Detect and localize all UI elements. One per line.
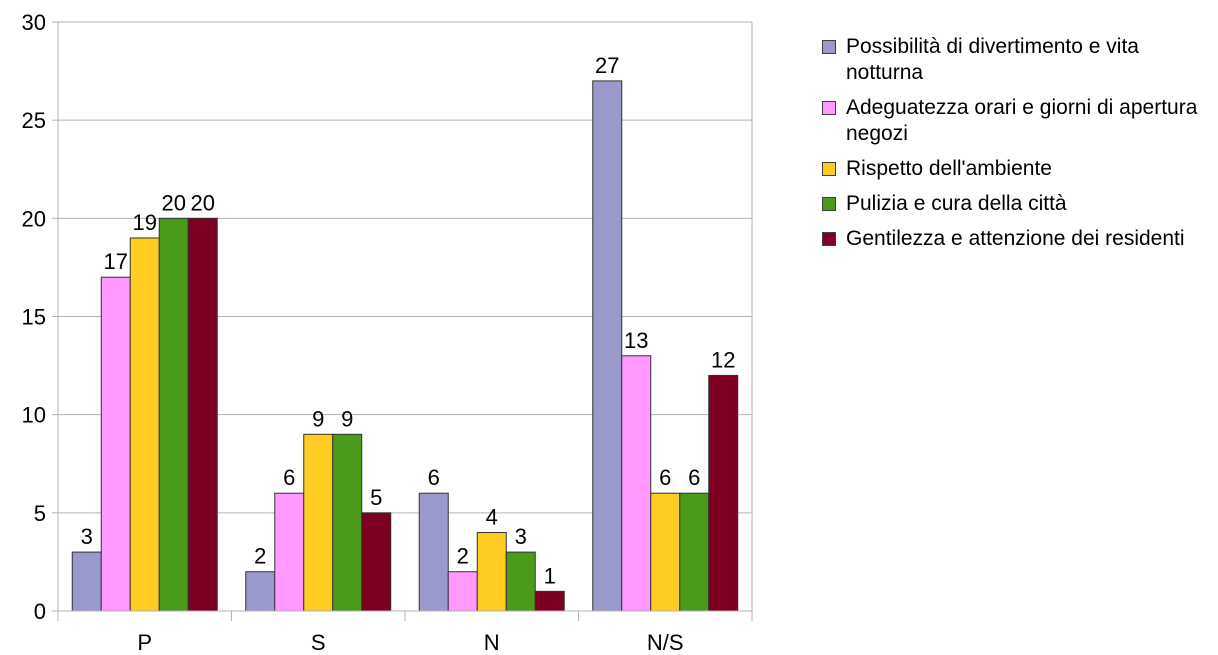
legend-item: Pulizia e cura della città (822, 191, 1214, 217)
data-label: 3 (81, 524, 93, 549)
x-tick-label: P (137, 630, 152, 655)
legend-item: Adeguatezza orari e giorni di apertura n… (822, 95, 1214, 147)
x-tick-label: S (311, 630, 326, 655)
bar (100, 276, 131, 612)
bar (534, 590, 565, 612)
data-label: 17 (104, 249, 128, 274)
data-label: 12 (711, 347, 735, 372)
legend-item: Rispetto dell'ambiente (822, 156, 1214, 182)
bar (679, 492, 710, 612)
bar (621, 355, 652, 612)
legend-label: Possibilità di divertimento e vita nottu… (846, 35, 1139, 84)
legend-swatch (822, 232, 836, 246)
data-label: 3 (515, 524, 527, 549)
data-label: 20 (162, 190, 186, 215)
bar (274, 492, 305, 612)
y-axis: 0 5 10 15 20 25 30 (22, 10, 59, 624)
data-label: 9 (312, 406, 324, 431)
bars (71, 80, 739, 612)
bar (71, 551, 102, 612)
y-tick-label: 25 (22, 108, 46, 133)
legend-label: Gentilezza e attenzione dei residenti (846, 227, 1185, 250)
data-label: 1 (544, 563, 556, 588)
bar (361, 512, 392, 612)
data-label: 6 (659, 465, 671, 490)
bar (447, 571, 478, 612)
legend-item: Gentilezza e attenzione dei residenti (822, 226, 1214, 252)
data-label: 4 (486, 504, 498, 529)
data-label: 2 (254, 544, 266, 569)
y-tick-label: 5 (34, 501, 46, 526)
legend-label: Rispetto dell'ambiente (846, 157, 1052, 180)
legend-swatch (822, 40, 836, 54)
bar (187, 217, 218, 612)
bar (476, 531, 507, 612)
bar (650, 492, 681, 612)
bar (505, 551, 536, 612)
y-tick-label: 30 (22, 10, 46, 35)
data-label: 20 (191, 190, 215, 215)
legend-swatch (822, 197, 836, 211)
data-label: 27 (595, 53, 619, 78)
legend-label: Adeguatezza orari e giorni di apertura n… (846, 96, 1198, 145)
data-label: 5 (370, 485, 382, 510)
x-axis: P S N N/S (57, 610, 753, 655)
x-tick-label: N/S (647, 630, 684, 655)
bar (129, 237, 160, 612)
bar (592, 80, 623, 612)
data-label: 6 (283, 465, 295, 490)
data-label: 9 (341, 406, 353, 431)
legend-swatch (822, 101, 836, 115)
x-tick-label: N (484, 630, 500, 655)
y-tick-label: 10 (22, 403, 46, 428)
data-label: 19 (133, 210, 157, 235)
bar (418, 492, 449, 612)
y-tick-label: 15 (22, 305, 46, 330)
legend-label: Pulizia e cura della città (846, 192, 1067, 215)
bar (303, 433, 334, 612)
legend: Possibilità di divertimento e vita nottu… (822, 34, 1214, 261)
bar (332, 433, 363, 612)
bar (245, 571, 276, 612)
legend-item: Possibilità di divertimento e vita nottu… (822, 34, 1214, 86)
bar (158, 217, 189, 612)
y-tick-label: 20 (22, 206, 46, 231)
y-tick-label: 0 (34, 599, 46, 624)
data-label: 13 (624, 328, 648, 353)
legend-swatch (822, 162, 836, 176)
data-label: 6 (428, 465, 440, 490)
bar (708, 374, 739, 612)
data-label: 2 (457, 544, 469, 569)
data-label: 6 (688, 465, 700, 490)
